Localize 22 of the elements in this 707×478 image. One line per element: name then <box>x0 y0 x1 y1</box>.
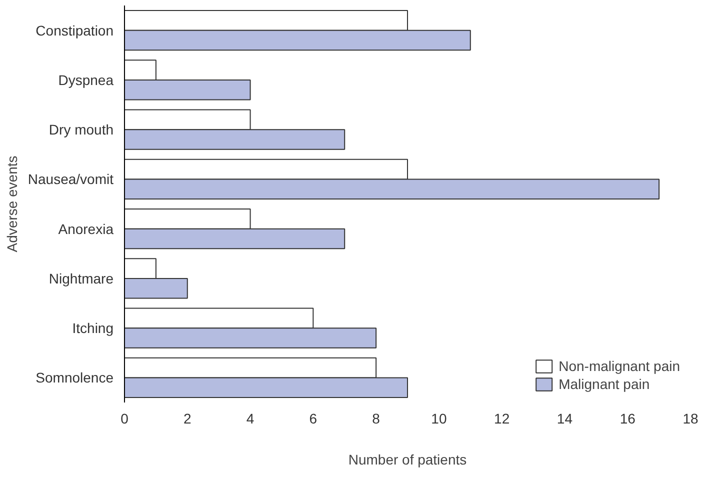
x-tick-label: 14 <box>556 410 573 426</box>
x-tick-label: 2 <box>183 410 192 426</box>
x-tick-label: 0 <box>120 410 129 426</box>
legend-label: Malignant pain <box>558 376 650 392</box>
y-tick-label: Nightmare <box>48 270 114 286</box>
y-tick-label: Anorexia <box>58 220 114 237</box>
x-axis-title: Number of patients <box>348 452 467 468</box>
y-tick-label: Dyspnea <box>58 72 114 88</box>
x-tick-label: 8 <box>372 410 380 426</box>
y-tick-label: Nausea/vomit <box>28 171 114 188</box>
x-tick-label: 4 <box>246 410 254 426</box>
x-tick-label: 12 <box>494 410 510 426</box>
x-tick-label: 6 <box>309 410 318 426</box>
x-tick-label: 16 <box>620 410 636 426</box>
x-tick-label: 18 <box>682 410 698 426</box>
legend-label: Non-malignant pain <box>558 358 680 374</box>
y-tick-label: Itching <box>72 320 114 336</box>
y-tick-label: Dry mouth <box>48 122 114 138</box>
y-tick-label: Somnolence <box>36 370 114 386</box>
y-tick-label: Constipation <box>36 22 114 38</box>
x-tick-label: 10 <box>431 410 447 426</box>
y-axis-title: Adverse events <box>4 156 20 252</box>
